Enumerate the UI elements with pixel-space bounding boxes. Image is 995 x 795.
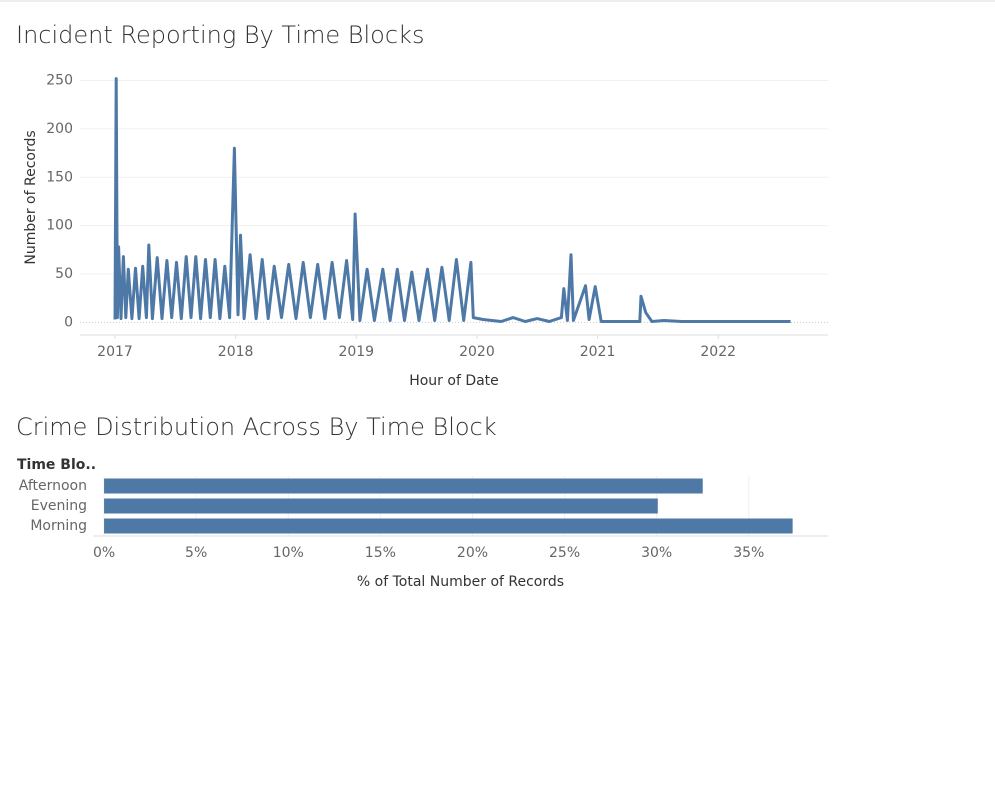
x-axis-title: % of Total Number of Records [357, 574, 564, 590]
x-tick-label: 2020 [459, 344, 495, 360]
y-axis-title: Number of Records [23, 130, 39, 264]
category-label: Afternoon [19, 478, 87, 494]
x-tick-label: 2019 [338, 344, 374, 360]
x-tick-label: 5% [185, 545, 207, 561]
x-tick-label: 2018 [218, 344, 254, 360]
bar [104, 518, 793, 534]
x-tick-label: 30% [641, 545, 672, 561]
top-border [0, 0, 995, 2]
x-tick-label: 35% [733, 545, 764, 561]
y-tick-label: 200 [46, 121, 73, 137]
x-tick-label: 2022 [700, 344, 736, 360]
y-tick-label: 150 [46, 169, 73, 185]
bar [104, 498, 658, 514]
x-tick-label: 15% [365, 545, 396, 561]
y-tick-label: 100 [46, 218, 73, 234]
x-tick-label: 0% [93, 545, 115, 561]
chart-title: Incident Reporting By Time Blocks [16, 21, 424, 49]
y-tick-label: 50 [55, 266, 73, 282]
category-label: Evening [31, 498, 87, 514]
chart-title: Crime Distribution Across By Time Block [16, 413, 497, 441]
x-axis-title: Hour of Date [409, 373, 499, 389]
x-tick-label: 2021 [580, 344, 616, 360]
y-axis-header: Time Blo.. [17, 457, 96, 473]
y-tick-label: 0 [64, 314, 73, 330]
bar [104, 478, 703, 494]
x-tick-label: 20% [457, 545, 488, 561]
category-label: Morning [30, 518, 87, 534]
x-tick-label: 25% [549, 545, 580, 561]
x-tick-label: 2017 [97, 344, 133, 360]
x-tick-label: 10% [273, 545, 304, 561]
data-line [113, 77, 791, 323]
y-tick-label: 250 [46, 73, 73, 89]
